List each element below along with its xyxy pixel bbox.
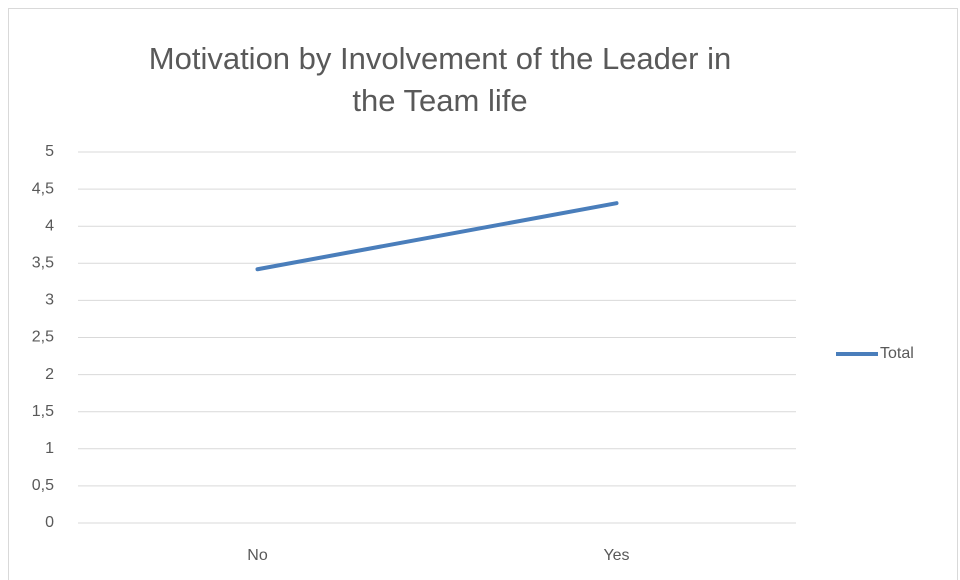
y-tick-label: 3,5: [32, 255, 54, 272]
y-tick-label: 4,5: [32, 180, 54, 197]
y-tick-label: 4: [45, 217, 54, 234]
line-series: [255, 201, 619, 272]
y-tick-label: 3: [45, 292, 54, 309]
y-tick-label: 1,5: [32, 403, 54, 420]
x-tick-label: No: [247, 547, 268, 564]
legend-label: Total: [880, 345, 914, 362]
y-tick-label: 0,5: [32, 477, 54, 494]
y-tick-label: 1: [45, 440, 54, 457]
chart-title: Motivation by Involvement of the Leader …: [148, 41, 732, 118]
y-tick-label: 2,5: [32, 329, 54, 346]
y-tick-label: 0: [45, 514, 54, 531]
chart-border: [8, 8, 958, 580]
y-tick-label: 5: [45, 143, 54, 160]
x-tick-label: Yes: [603, 547, 629, 564]
y-tick-label: 2: [45, 366, 54, 383]
